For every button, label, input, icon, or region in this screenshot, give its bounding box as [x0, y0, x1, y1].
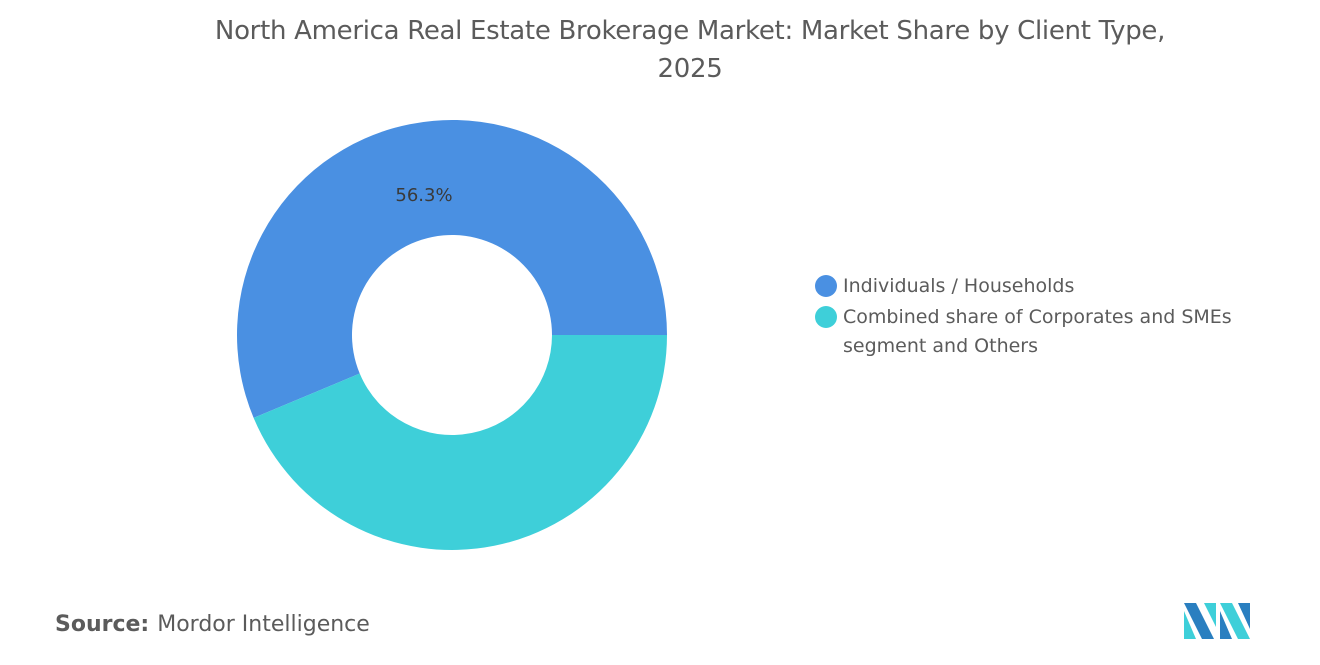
legend-swatch	[815, 275, 837, 297]
source-label: Source:	[55, 612, 150, 637]
legend-item-individuals[interactable]: Individuals / Households	[815, 272, 1273, 301]
source-value: Mordor Intelligence	[157, 612, 370, 637]
legend-label: Individuals / Households	[843, 275, 1075, 297]
mordor-intelligence-logo	[1184, 603, 1250, 639]
donut-slice-1[interactable]	[253, 335, 667, 551]
legend-swatch	[815, 306, 837, 328]
legend-label: Combined share of Corporates and SMEs se…	[843, 306, 1232, 357]
chart-title-line-2: 2025	[657, 54, 723, 84]
chart-title: North America Real Estate Brokerage Mark…	[0, 12, 1320, 88]
chart-title-line-1: North America Real Estate Brokerage Mark…	[214, 16, 1166, 46]
data-label-0: 56.3%	[395, 185, 452, 206]
source-note: Source: Mordor Intelligence	[55, 612, 370, 637]
donut-slice-0[interactable]	[237, 120, 668, 418]
legend: Individuals / Households Combined share …	[815, 272, 1273, 363]
legend-item-corporates-others[interactable]: Combined share of Corporates and SMEs se…	[815, 303, 1273, 361]
